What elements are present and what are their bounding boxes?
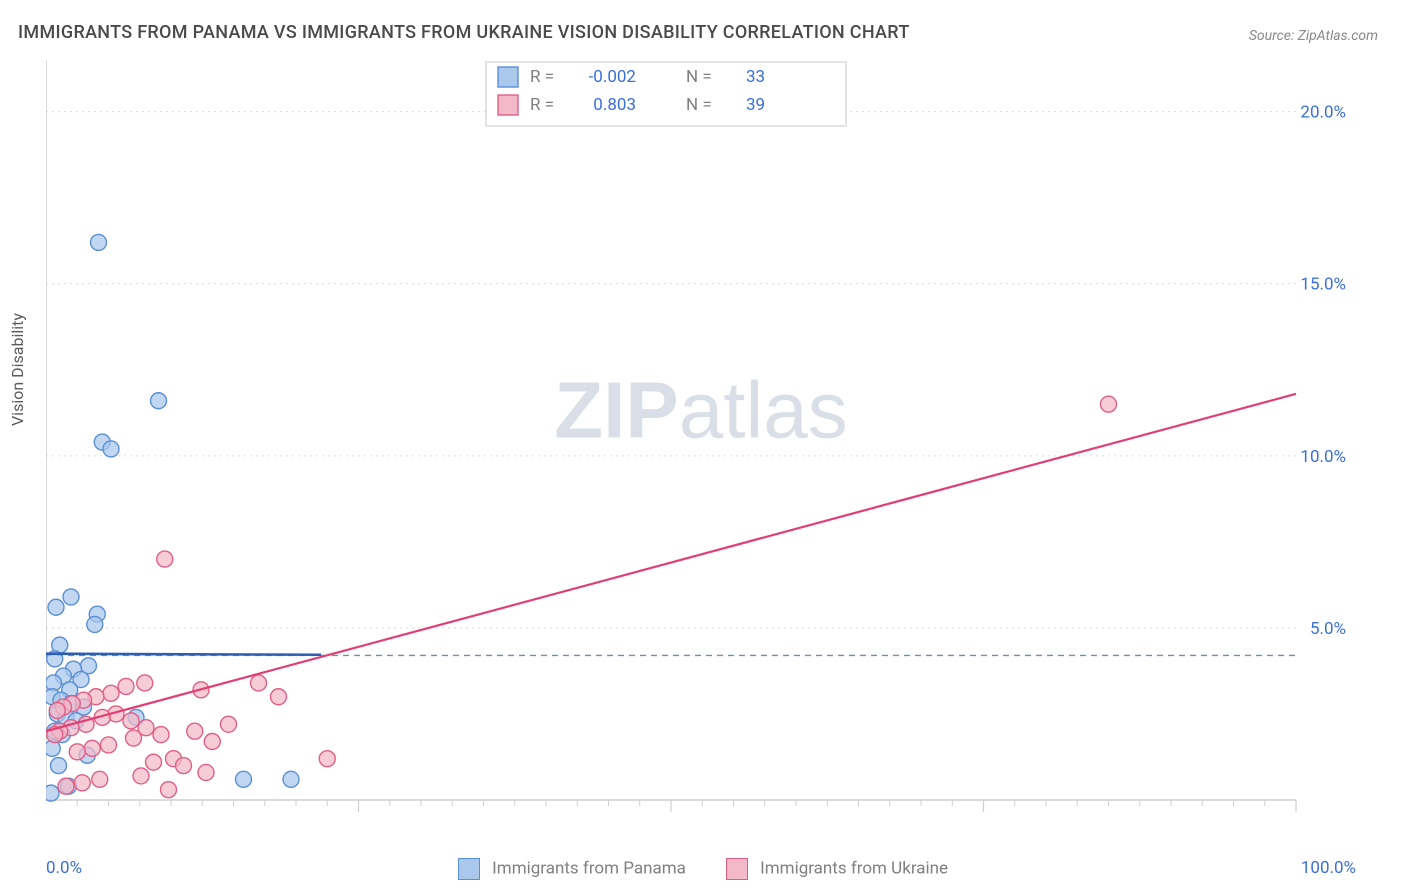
svg-text:39: 39 (746, 95, 765, 115)
svg-text:R =: R = (530, 67, 554, 87)
y-axis-label: Vision Disability (8, 313, 27, 426)
svg-text:20.0%: 20.0% (1300, 103, 1346, 123)
chart-container: IMMIGRANTS FROM PANAMA VS IMMIGRANTS FRO… (0, 0, 1406, 892)
swatch-icon (726, 858, 748, 880)
svg-text:ZIPatlas: ZIPatlas (554, 365, 847, 454)
swatch-icon (458, 858, 480, 880)
legend-label: Immigrants from Ukraine (760, 858, 948, 878)
svg-text:R =: R = (530, 95, 554, 115)
legend-item-ukraine: Immigrants from Ukraine (726, 858, 948, 880)
scatter-plot: 5.0% 10.0% 15.0% 20.0% ZIPatlas R = -0.002 N = 3… (46, 60, 1356, 830)
legend-label: Immigrants from Panama (492, 858, 686, 878)
source-attribution: Source: ZipAtlas.com (1249, 28, 1378, 44)
chart-title: IMMIGRANTS FROM PANAMA VS IMMIGRANTS FRO… (18, 22, 910, 43)
bottom-legend: Immigrants from Panama Immigrants from U… (0, 858, 1406, 880)
svg-text:15.0%: 15.0% (1300, 275, 1346, 295)
svg-text:10.0%: 10.0% (1300, 447, 1346, 467)
svg-text:5.0%: 5.0% (1310, 619, 1346, 639)
svg-text:N =: N = (686, 95, 712, 115)
svg-text:0.803: 0.803 (593, 95, 636, 115)
svg-text:33: 33 (746, 67, 765, 87)
svg-text:-0.002: -0.002 (589, 67, 636, 87)
legend-item-panama: Immigrants from Panama (458, 858, 686, 880)
svg-text:N =: N = (686, 67, 712, 87)
